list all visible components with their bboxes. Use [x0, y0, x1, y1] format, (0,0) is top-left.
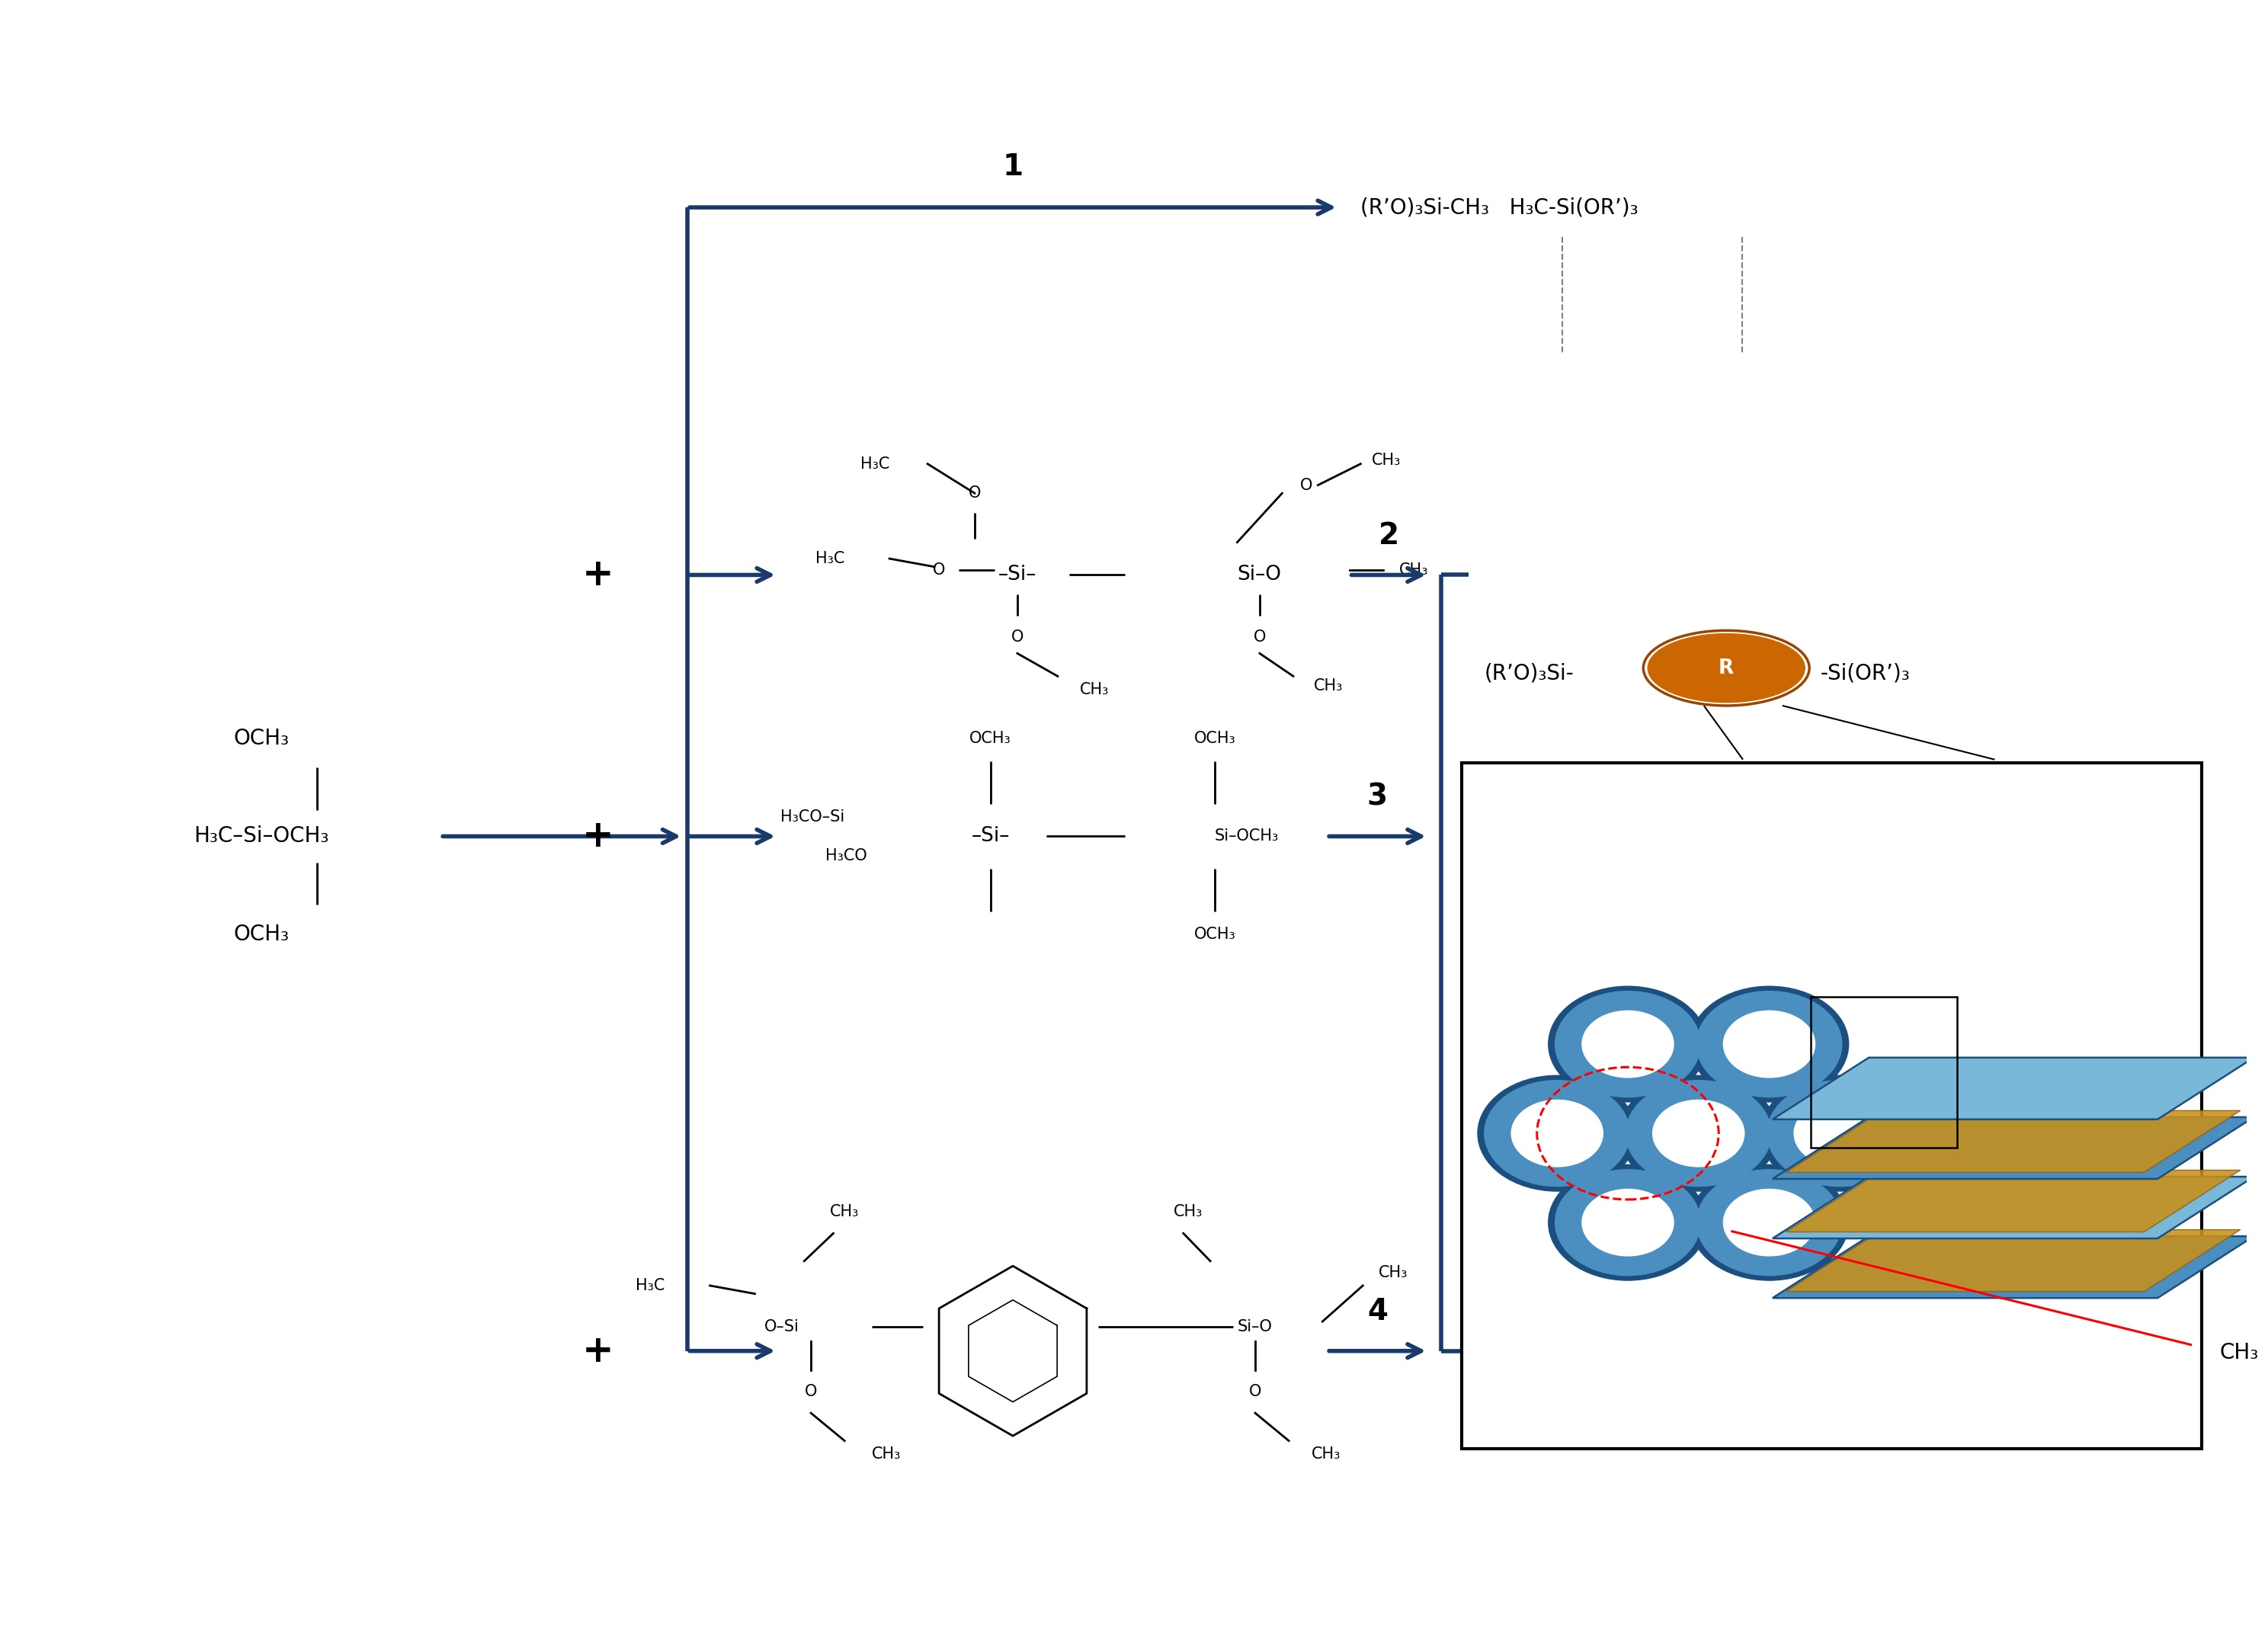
- Circle shape: [1556, 1169, 1701, 1276]
- Circle shape: [1724, 1189, 1814, 1256]
- Text: CH₃: CH₃: [1379, 1264, 1408, 1281]
- Text: Si–O: Si–O: [1238, 566, 1281, 585]
- Text: Si–O: Si–O: [1238, 1319, 1272, 1333]
- Circle shape: [1556, 991, 1701, 1097]
- Text: CH₃: CH₃: [1311, 1446, 1340, 1461]
- Circle shape: [1696, 1169, 1842, 1276]
- Text: (R’O)₃Si-: (R’O)₃Si-: [1483, 663, 1574, 684]
- Text: CH₃: CH₃: [1080, 682, 1109, 697]
- Circle shape: [1690, 1164, 1848, 1281]
- Text: 4: 4: [1368, 1297, 1388, 1327]
- Circle shape: [1549, 986, 1708, 1102]
- Circle shape: [1760, 1076, 1919, 1191]
- Text: -Si(OR’)₃: -Si(OR’)₃: [1821, 663, 1910, 684]
- Text: O: O: [805, 1384, 816, 1399]
- Ellipse shape: [1649, 633, 1805, 702]
- Circle shape: [1479, 1076, 1637, 1191]
- Polygon shape: [1774, 1058, 2254, 1120]
- Text: 1: 1: [1002, 153, 1023, 180]
- Text: O: O: [968, 485, 982, 500]
- Text: O: O: [1012, 630, 1023, 645]
- Text: Si–OCH₃: Si–OCH₃: [1216, 828, 1279, 845]
- Text: OCH₃: OCH₃: [1193, 927, 1236, 941]
- Circle shape: [1583, 1189, 1674, 1256]
- Circle shape: [1794, 1100, 1885, 1166]
- Circle shape: [1510, 1100, 1603, 1166]
- Circle shape: [1696, 991, 1842, 1097]
- Circle shape: [1690, 986, 1848, 1102]
- Text: –Si–: –Si–: [998, 566, 1036, 585]
- Text: H₃CO–Si: H₃CO–Si: [780, 809, 844, 825]
- Text: H₃C: H₃C: [860, 456, 889, 471]
- Text: (R’O)₃Si-CH₃   H₃C-Si(OR’)₃: (R’O)₃Si-CH₃ H₃C-Si(OR’)₃: [1361, 197, 1637, 218]
- Polygon shape: [1774, 1117, 2254, 1179]
- Text: H₃C: H₃C: [814, 551, 844, 566]
- Circle shape: [1626, 1081, 1771, 1186]
- Text: CH₃: CH₃: [1372, 453, 1402, 467]
- Circle shape: [1653, 1100, 1744, 1166]
- Circle shape: [1486, 1081, 1631, 1186]
- Text: O: O: [932, 563, 946, 577]
- Circle shape: [1767, 1081, 1912, 1186]
- Text: –Si–: –Si–: [971, 827, 1009, 846]
- Circle shape: [1619, 1076, 1778, 1191]
- Text: H₃C–Si–OCH₃: H₃C–Si–OCH₃: [193, 825, 329, 846]
- Bar: [1812, 997, 1957, 1148]
- Polygon shape: [1785, 1171, 2241, 1232]
- Polygon shape: [1785, 1110, 2241, 1173]
- Polygon shape: [1785, 1230, 2241, 1291]
- Circle shape: [1583, 1010, 1674, 1077]
- Text: OCH₃: OCH₃: [1193, 731, 1236, 746]
- Text: O: O: [1250, 1384, 1261, 1399]
- Polygon shape: [1774, 1237, 2254, 1297]
- Text: CH₃: CH₃: [1173, 1204, 1202, 1220]
- Text: OCH₃: OCH₃: [234, 728, 288, 749]
- Text: CH₃: CH₃: [830, 1204, 860, 1220]
- Circle shape: [1724, 1010, 1814, 1077]
- Text: O: O: [1254, 630, 1266, 645]
- Text: OCH₃: OCH₃: [234, 923, 288, 945]
- Circle shape: [1549, 1164, 1708, 1281]
- Text: +: +: [583, 556, 615, 594]
- Text: +: +: [583, 1333, 615, 1369]
- Text: OCH₃: OCH₃: [968, 731, 1012, 746]
- Text: O–Si: O–Si: [764, 1319, 798, 1333]
- Text: H₃CO: H₃CO: [826, 848, 866, 864]
- Polygon shape: [1774, 1176, 2254, 1238]
- Bar: [1461, 763, 2202, 1450]
- Text: 3: 3: [1368, 782, 1388, 812]
- Text: CH₃: CH₃: [1313, 679, 1343, 694]
- Text: CH₃: CH₃: [1399, 563, 1429, 577]
- Text: O: O: [1300, 477, 1313, 492]
- Text: H₃C: H₃C: [635, 1278, 665, 1294]
- Text: R: R: [1719, 658, 1735, 677]
- Text: +: +: [583, 818, 615, 854]
- Text: 2: 2: [1379, 522, 1399, 551]
- Text: CH₃: CH₃: [871, 1446, 900, 1461]
- Text: CH₃: CH₃: [2220, 1342, 2259, 1363]
